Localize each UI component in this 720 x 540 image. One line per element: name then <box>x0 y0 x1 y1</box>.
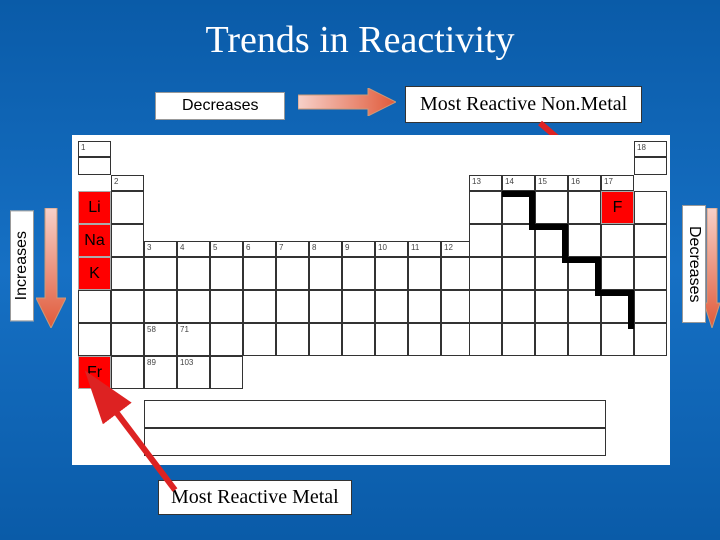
p5c14 <box>502 290 535 323</box>
header-cell: 14 <box>502 175 535 191</box>
period2-g15 <box>535 191 568 224</box>
p6c2 <box>111 323 144 356</box>
decreases-top-label: Decreases <box>155 92 285 120</box>
p6c10 <box>375 323 408 356</box>
p4c10 <box>375 257 408 290</box>
p4c3 <box>144 257 177 290</box>
metal-pointer-arrow <box>80 370 200 500</box>
p3-dheader11: 11 <box>408 241 441 257</box>
p3-dheader3: 3 <box>144 241 177 257</box>
p3-dheader4: 4 <box>177 241 210 257</box>
p6c4: 71 <box>177 323 210 356</box>
period2-g16 <box>568 191 601 224</box>
p4c8 <box>309 257 342 290</box>
p5c15 <box>535 290 568 323</box>
p6c9 <box>342 323 375 356</box>
ac-row <box>144 428 606 456</box>
p3-dheader6: 6 <box>243 241 276 257</box>
p5c9 <box>342 290 375 323</box>
period3-g13 <box>469 224 502 257</box>
p4c9 <box>342 257 375 290</box>
p5c18 <box>634 290 667 323</box>
p4c4 <box>177 257 210 290</box>
p6c7 <box>276 323 309 356</box>
header-cell: 17 <box>601 175 634 191</box>
decreases-arrow-down <box>704 208 720 328</box>
header-cell: 13 <box>469 175 502 191</box>
p6c18 <box>634 323 667 356</box>
element-f: F <box>601 191 634 224</box>
p4c7 <box>276 257 309 290</box>
header-cell: 18 <box>634 141 667 157</box>
cell-he <box>634 157 667 175</box>
p6c13 <box>469 323 502 356</box>
p4c2 <box>111 257 144 290</box>
decreases-right-label: Decreases <box>682 205 706 323</box>
increases-left-label: Increases <box>10 210 34 321</box>
period3-g2 <box>111 224 144 257</box>
p3-dheader8: 8 <box>309 241 342 257</box>
p7c5 <box>210 356 243 389</box>
p6c15 <box>535 323 568 356</box>
la-row <box>144 400 606 428</box>
page-title: Trends in Reactivity <box>0 18 720 62</box>
p5c2 <box>111 290 144 323</box>
p4c17 <box>601 257 634 290</box>
p5c5 <box>210 290 243 323</box>
p6c16 <box>568 323 601 356</box>
header-cell: 15 <box>535 175 568 191</box>
p6c3: 58 <box>144 323 177 356</box>
p4c14 <box>502 257 535 290</box>
period2-g18 <box>634 191 667 224</box>
p6c11 <box>408 323 441 356</box>
p5c7 <box>276 290 309 323</box>
p5c13 <box>469 290 502 323</box>
increases-arrow-down <box>36 208 66 328</box>
element-na: Na <box>78 224 111 257</box>
header-cell: 1 <box>78 141 111 157</box>
p3-dheader10: 10 <box>375 241 408 257</box>
period3-g16 <box>568 224 601 257</box>
p5c6 <box>243 290 276 323</box>
period3-g18 <box>634 224 667 257</box>
p4c11 <box>408 257 441 290</box>
header-cell: 16 <box>568 175 601 191</box>
p6c14 <box>502 323 535 356</box>
p5c4 <box>177 290 210 323</box>
p5c10 <box>375 290 408 323</box>
p5c3 <box>144 290 177 323</box>
p6c1 <box>78 323 111 356</box>
cell-h <box>78 157 111 175</box>
p3-dheader5: 5 <box>210 241 243 257</box>
element-k: K <box>78 257 111 290</box>
p5c8 <box>309 290 342 323</box>
header-cell: 2 <box>111 175 144 191</box>
p6c6 <box>243 323 276 356</box>
p5c11 <box>408 290 441 323</box>
p4c5 <box>210 257 243 290</box>
p4c13 <box>469 257 502 290</box>
p6c8 <box>309 323 342 356</box>
period2-g13 <box>469 191 502 224</box>
p3-dheader7: 7 <box>276 241 309 257</box>
p5c1 <box>78 290 111 323</box>
period2-g2 <box>111 191 144 224</box>
decreases-arrow-right <box>298 88 396 116</box>
element-li: Li <box>78 191 111 224</box>
stair-step <box>628 290 634 329</box>
p4c6 <box>243 257 276 290</box>
p3-dheader9: 9 <box>342 241 375 257</box>
p6c5 <box>210 323 243 356</box>
period3-g17 <box>601 224 634 257</box>
p4c18 <box>634 257 667 290</box>
